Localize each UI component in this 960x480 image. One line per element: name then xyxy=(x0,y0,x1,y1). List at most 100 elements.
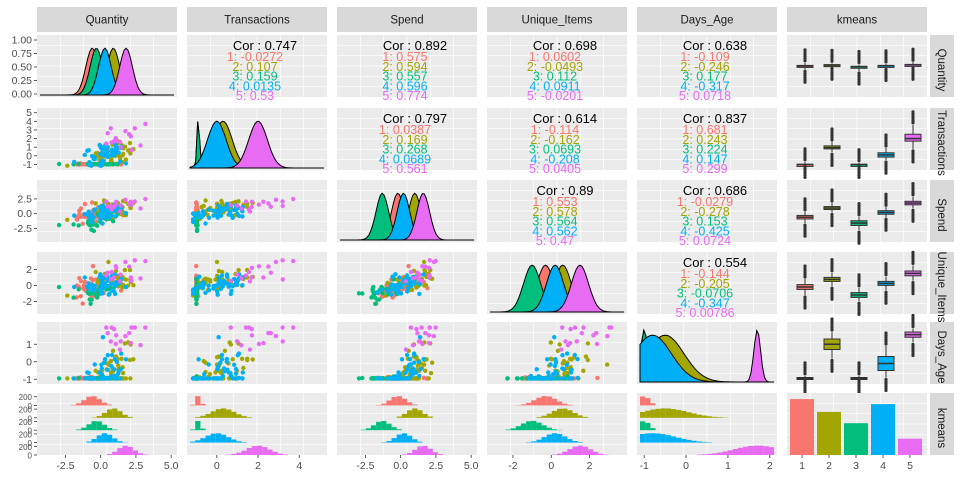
histogram-bar-cluster-3 xyxy=(370,425,377,431)
y-axis-spend: -2.5 0.0 2.5 xyxy=(14,193,37,235)
histogram-bar-cluster-5 xyxy=(748,446,754,455)
boxplot-outlier xyxy=(830,50,834,55)
boxplot-outlier xyxy=(803,370,807,374)
histogram-bar-cluster-3 xyxy=(195,421,201,431)
boxplot-outlier xyxy=(803,54,807,59)
scatter-point-cluster-1 xyxy=(82,201,88,207)
scatter-point-cluster-5 xyxy=(127,330,132,336)
scatter-point-cluster-4 xyxy=(405,289,410,294)
correlation-cluster-4: 4: -0.347 xyxy=(680,296,729,310)
boxplot-outlier xyxy=(911,114,915,118)
y-tick-label: 1 xyxy=(26,339,32,351)
histogram-bar-cluster-1 xyxy=(520,404,527,406)
scatter-point-cluster-2 xyxy=(585,357,590,363)
scatter-point-cluster-4 xyxy=(397,283,403,289)
boxplot-outlier xyxy=(884,72,888,76)
scatter-point-cluster-5 xyxy=(408,269,414,275)
histogram-bar-cluster-3 xyxy=(645,422,651,431)
scatter-point-cluster-2 xyxy=(413,376,419,381)
histogram-bar-cluster-4 xyxy=(226,437,232,443)
scatter-point-cluster-4 xyxy=(407,357,413,362)
scatter-point-cluster-5 xyxy=(143,258,148,264)
scatter-point-cluster-4 xyxy=(397,376,403,381)
scatter-point-cluster-1 xyxy=(80,221,85,226)
right-strip-days-age: Days_Age xyxy=(930,322,954,384)
scatter-point-cluster-5 xyxy=(143,121,148,127)
count-bar-cluster-2 xyxy=(817,411,841,455)
right-strip-transactions: Transactions xyxy=(930,108,954,176)
histogram-bar-cluster-4 xyxy=(220,434,227,443)
boxplot-outlier xyxy=(884,292,888,296)
scatter-point-cluster-5 xyxy=(117,139,123,145)
boxplot-outlier xyxy=(857,310,861,314)
scatter-point-cluster-4 xyxy=(92,157,98,162)
scatter-point-cluster-5 xyxy=(594,330,599,336)
scatter-point-cluster-3 xyxy=(111,162,116,167)
boxplot-outlier xyxy=(830,197,834,201)
scatter-point-cluster-4 xyxy=(123,357,129,362)
right-strip-bg xyxy=(930,393,954,455)
histogram-bar-cluster-4 xyxy=(205,435,211,443)
histogram-bar-cluster-2 xyxy=(101,412,107,418)
scatter-point-cluster-5 xyxy=(261,199,266,204)
correlation-overall: Cor : 0.797 xyxy=(383,111,447,126)
scatter-point-cluster-4 xyxy=(202,282,207,287)
scatter-point-cluster-4 xyxy=(399,357,405,362)
boxplot-outlier xyxy=(803,304,807,308)
histogram-bar-cluster-5 xyxy=(236,452,242,455)
scatter-point-cluster-4 xyxy=(542,376,547,381)
boxplot-outlier xyxy=(884,144,888,148)
x-tick-label: 0 xyxy=(683,460,689,472)
scatter-point-cluster-5 xyxy=(108,126,114,131)
histogram-bar-cluster-4 xyxy=(417,441,423,443)
scatter-point-cluster-3 xyxy=(56,222,62,228)
histogram-bar-cluster-2 xyxy=(567,410,573,418)
scatter-point-cluster-3 xyxy=(194,223,199,228)
histogram-bar-cluster-5 xyxy=(758,445,764,455)
boxplot-outlier xyxy=(803,271,807,275)
histogram-bar-cluster-4 xyxy=(681,438,687,443)
scatter-point-cluster-5 xyxy=(268,204,273,209)
scatter-point-cluster-4 xyxy=(118,159,123,164)
scatter-point-cluster-4 xyxy=(417,281,423,287)
boxplot-outlier xyxy=(830,219,834,223)
scatter-point-cluster-4 xyxy=(102,153,107,158)
boxplot-outlier xyxy=(830,288,834,292)
boxplot-outlier xyxy=(803,302,807,306)
scatter-point-cluster-3 xyxy=(71,222,76,227)
histogram-bar-cluster-2 xyxy=(670,409,677,418)
scatter-point-cluster-5 xyxy=(415,331,420,336)
boxplot-outlier xyxy=(803,59,807,63)
boxplot-outlier xyxy=(803,74,807,78)
correlation-cluster-5: 5: -0.0201 xyxy=(527,89,583,103)
scatter-point-cluster-4 xyxy=(417,373,422,379)
correlation-cluster-2: 2: 0.107 xyxy=(232,60,277,74)
correlation-cluster-4: 4: 0.0689 xyxy=(379,152,431,166)
histogram-bar-cluster-1 xyxy=(650,403,656,406)
scatter-point-cluster-2 xyxy=(65,163,70,168)
correlation-cluster-3: 3: 0.153 xyxy=(682,215,727,229)
scatter-point-cluster-4 xyxy=(218,360,223,365)
scatter-point-cluster-4 xyxy=(92,376,97,381)
histogram-bar-cluster-5 xyxy=(137,453,144,455)
scatter-point-cluster-2 xyxy=(421,259,427,265)
boxplot-outlier xyxy=(803,71,807,75)
boxplot-outlier xyxy=(884,135,888,139)
histogram-bar-cluster-3 xyxy=(386,423,392,431)
boxplot-outlier xyxy=(830,136,834,140)
scatter-point-cluster-5 xyxy=(113,202,119,207)
scatter-point-cluster-2 xyxy=(121,376,126,381)
scatter-point-cluster-1 xyxy=(88,276,94,281)
boxplot-outlier xyxy=(857,58,861,62)
histogram-bar-cluster-4 xyxy=(96,435,102,443)
scatter-point-cluster-5 xyxy=(129,325,134,330)
x-tick-label: 0.0 xyxy=(393,460,408,472)
scatter-point-cluster-2 xyxy=(585,341,591,346)
scatter-point-cluster-5 xyxy=(128,340,133,346)
scatter-point-cluster-4 xyxy=(378,287,383,292)
scatter-point-cluster-4 xyxy=(98,376,104,381)
histogram-bar-cluster-5 xyxy=(246,448,252,455)
correlation-cluster-2: 2: -0.0493 xyxy=(527,60,583,74)
boxplot-outlier xyxy=(857,56,861,60)
